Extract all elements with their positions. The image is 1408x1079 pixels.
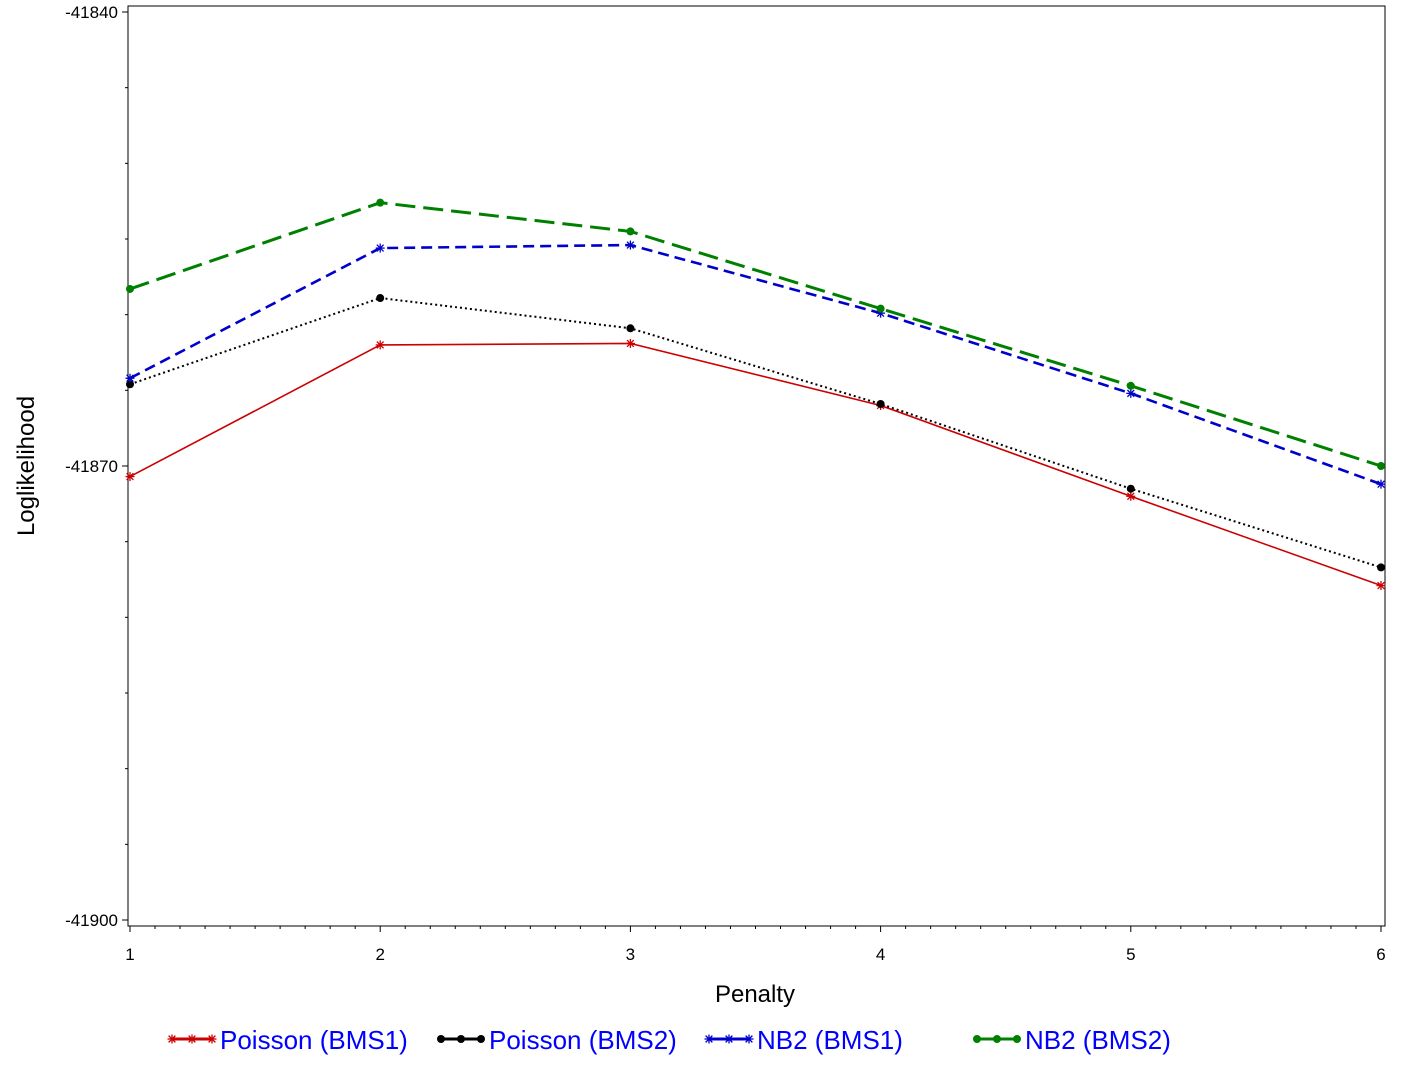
- legend-marker: [704, 1034, 714, 1044]
- data-point: [1126, 381, 1135, 390]
- series-line: [129, 243, 1382, 486]
- data-point: [375, 243, 385, 253]
- series-line: [129, 297, 1382, 569]
- legend-marker: [457, 1035, 465, 1043]
- y-tick-label: -41840: [65, 3, 118, 22]
- y-axis-ticks: -41900 -41870 -41840: [65, 3, 128, 930]
- data-point: [126, 284, 134, 293]
- x-tick-label: 1: [125, 945, 134, 964]
- legend-item: Poisson (BMS2): [437, 1025, 677, 1055]
- data-point: [626, 324, 635, 333]
- data-point: [376, 198, 385, 207]
- data-point: [1376, 581, 1386, 591]
- plot-area: [127, 5, 1386, 927]
- x-tick-label: 2: [375, 945, 384, 964]
- data-point: [876, 304, 885, 313]
- x-axis-ticks: 1 2 3 4 5 6: [125, 926, 1386, 964]
- legend-marker: [744, 1034, 754, 1044]
- legend-label: NB2 (BMS1): [757, 1025, 903, 1055]
- legend-marker: [724, 1034, 734, 1044]
- series-2: [126, 294, 1385, 572]
- x-tick-label: 4: [876, 945, 885, 964]
- x-axis-title: Penalty: [715, 981, 795, 1008]
- data-point: [876, 399, 885, 408]
- series-layer: [125, 198, 1386, 591]
- y-axis-title: Loglikelihood: [13, 396, 40, 536]
- series-4: [126, 198, 1385, 470]
- data-point: [625, 240, 635, 250]
- data-point: [626, 227, 635, 236]
- legend-item: NB2 (BMS1): [704, 1025, 903, 1055]
- series-line: [129, 201, 1382, 468]
- legend-marker: [973, 1035, 981, 1043]
- legend-marker: [993, 1035, 1001, 1043]
- data-point: [375, 340, 385, 350]
- y-tick-label: -41870: [65, 457, 118, 476]
- data-point: [1377, 462, 1385, 470]
- legend-label: Poisson (BMS1): [220, 1025, 408, 1055]
- legend-label: Poisson (BMS2): [489, 1025, 677, 1055]
- data-point: [1126, 484, 1135, 493]
- x-tick-label: 3: [626, 945, 635, 964]
- data-point: [625, 338, 635, 348]
- series-line: [129, 342, 1382, 587]
- data-point: [1377, 563, 1385, 572]
- data-point: [1376, 479, 1386, 489]
- legend-marker: [207, 1034, 217, 1044]
- legend-marker: [477, 1035, 485, 1043]
- data-point: [125, 472, 135, 482]
- data-point: [1126, 491, 1136, 501]
- x-tick-label: 6: [1376, 945, 1385, 964]
- legend-label: NB2 (BMS2): [1025, 1025, 1171, 1055]
- data-point: [1126, 388, 1136, 398]
- legend-item: Poisson (BMS1): [167, 1025, 408, 1055]
- legend-marker: [437, 1035, 445, 1043]
- legend-marker: [1013, 1035, 1021, 1043]
- legend-marker: [167, 1034, 177, 1044]
- data-point: [125, 373, 135, 383]
- series-1: [125, 338, 1386, 591]
- data-point: [376, 294, 385, 303]
- legend-item: NB2 (BMS2): [973, 1025, 1171, 1055]
- legend-marker: [187, 1034, 197, 1044]
- legend: Poisson (BMS1) Poisson (BMS2) NB2 (BMS1) NB…: [167, 1025, 1171, 1055]
- series-3: [125, 240, 1386, 489]
- y-tick-label: -41900: [65, 911, 118, 930]
- x-tick-label: 5: [1126, 945, 1135, 964]
- data-point: [126, 380, 134, 389]
